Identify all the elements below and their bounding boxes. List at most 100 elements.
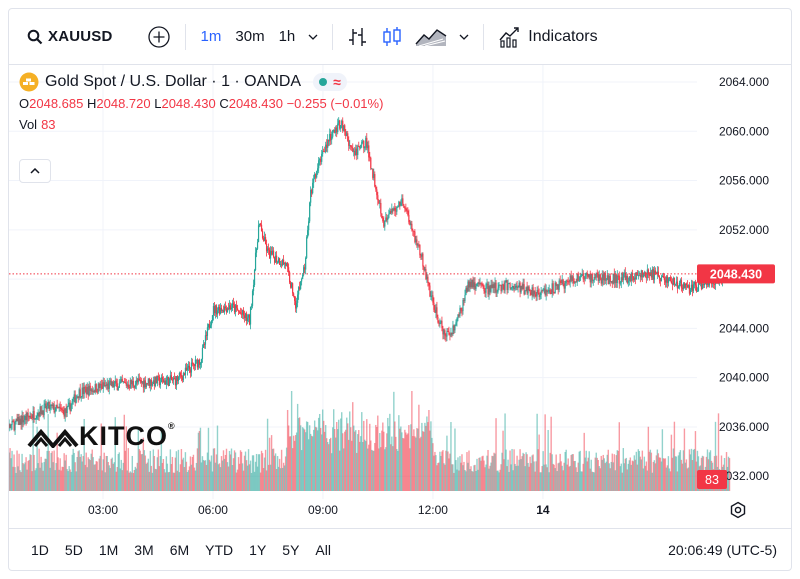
candle-body [111,381,113,387]
candle-body [117,387,119,391]
volume-bar [551,454,553,491]
candle-body [449,334,451,336]
candles-style-button[interactable] [375,21,409,53]
candle-body [406,210,408,212]
volume-bar [655,455,658,491]
volume-bar [429,430,431,491]
timeframe-dropdown[interactable] [302,21,324,53]
price-chart[interactable]: 2064.0002060.0002056.0002052.0002048.000… [9,9,792,529]
candle-body [175,376,177,386]
volume-bar [115,471,117,491]
volume-bar [110,458,112,491]
candle-body [68,402,70,405]
collapse-legend-button[interactable] [19,159,51,183]
candle-body [49,405,51,410]
candle-body [503,284,505,291]
volume-bar [338,419,340,491]
volume-bar [126,470,128,491]
volume-bar [347,423,349,491]
volume-bar [321,409,324,491]
volume-bar [290,391,293,491]
volume-bar [210,455,213,491]
timezone-clock[interactable]: 20:06:49 (UTC-5) [668,541,777,558]
timeframe-30m[interactable]: 30m [235,28,265,45]
candle-body [663,277,665,281]
market-status-badge[interactable]: ≈ [313,73,347,91]
volume-bar [353,425,355,491]
symbol-search[interactable]: XAUUSD [21,21,119,53]
timeframe-1h[interactable]: 1h [278,28,296,45]
candle-body [441,320,443,328]
volume-bar [100,423,102,491]
range-1m[interactable]: 1M [98,541,119,558]
candle-body [412,230,414,232]
volume-bar [376,426,378,491]
candle-body [630,272,632,281]
candle-body [242,310,245,316]
candle-body [542,288,544,292]
timeframe-1m[interactable]: 1m [200,28,222,45]
volume-bar [575,467,577,491]
range-1d[interactable]: 1D [31,541,49,558]
range-5d[interactable]: 5D [64,541,83,558]
candle-body [320,158,322,162]
chart-settings-button[interactable] [729,501,747,524]
volume-bar [378,448,380,491]
candle-body [596,272,598,274]
volume-bar [392,446,394,491]
candle-body [182,373,185,380]
area-style-button[interactable] [409,21,453,53]
volume-bar [623,463,626,491]
candle-body [397,206,399,208]
candle-body [132,380,134,386]
candle-body [22,416,24,423]
candle-body [507,283,509,290]
candle-body [204,335,207,345]
candle-body [370,157,372,169]
candle-body [489,286,491,292]
volume-bar [663,458,666,491]
volume-bar [501,452,503,491]
compare-button[interactable] [141,21,177,53]
candle-body [639,274,641,278]
time-axis[interactable]: 03:00 06:00 09:00 12:00 14 [88,503,550,517]
candle-body [17,417,19,422]
range-6m[interactable]: 6M [169,541,190,558]
volume-bar [689,454,692,491]
range-all[interactable]: All [315,541,331,558]
indicators-button[interactable]: Indicators [492,21,603,53]
volume-bar [231,465,234,491]
volume-bar [254,461,257,491]
volume-bar [444,464,446,491]
volume-bar [675,456,678,491]
volume-bar [311,436,314,491]
bars-style-button[interactable] [341,21,375,53]
volume-bar [82,456,84,491]
candle-body [191,362,194,364]
volume-bar [131,455,134,491]
candle-body [455,322,457,326]
candle-body [618,275,620,284]
candle-body [357,146,359,156]
volume-bar [333,409,335,491]
candle-body [461,310,463,312]
volume-bar [255,453,258,491]
range-1y[interactable]: 1Y [249,541,267,558]
chart-style-dropdown[interactable] [453,21,475,53]
volume-bar [230,448,233,491]
candle-body [259,223,262,225]
volume-bar [23,464,25,491]
high-label: H [86,96,97,111]
candle-body [294,295,296,301]
candle-body [679,280,682,284]
range-5y[interactable]: 5Y [282,541,300,558]
candle-body [264,237,267,245]
candle-body [44,403,46,405]
range-3m[interactable]: 3M [134,541,154,558]
volume-bar [359,441,361,491]
candle-body [559,280,561,282]
volume-bar [519,449,521,491]
range-ytd[interactable]: YTD [205,541,234,558]
candle-body [608,276,610,285]
volume-bar [590,459,592,491]
